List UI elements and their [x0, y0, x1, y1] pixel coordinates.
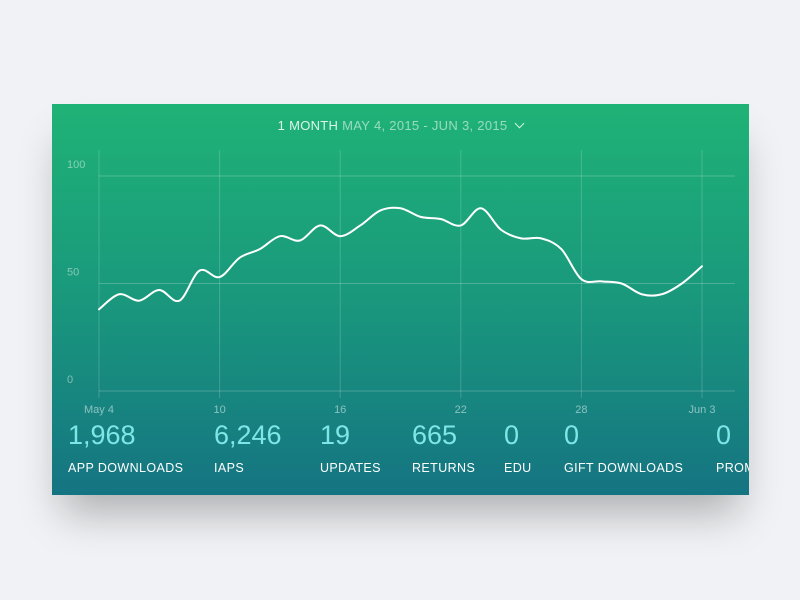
- x-tick-label: 10: [213, 404, 225, 416]
- stat-label: PROMO: [716, 461, 749, 475]
- stat-label: IAPS: [214, 461, 245, 475]
- x-tick-label: 22: [455, 404, 467, 416]
- stat-value: 665: [412, 420, 458, 450]
- x-tick-label: 28: [575, 404, 587, 416]
- stat-label: GIFT DOWNLOADS: [564, 461, 684, 475]
- x-tick-label: May 4: [84, 404, 114, 416]
- stat-returns[interactable]: 665 RETURNS: [412, 420, 476, 476]
- downloads-line-chart: 0 50 100 May 4 10 16 22 28 Jun 3: [67, 150, 735, 416]
- stat-edu[interactable]: 0 EDU: [504, 420, 532, 476]
- stat-app-downloads[interactable]: 1,968 APP DOWNLOADS: [68, 420, 184, 476]
- stat-label: UPDATES: [320, 461, 381, 475]
- stat-value: 0: [504, 420, 520, 450]
- stat-value: 0: [564, 420, 580, 450]
- stat-label: RETURNS: [412, 461, 476, 475]
- stat-label: EDU: [504, 461, 532, 475]
- stat-gift-downloads[interactable]: 0 GIFT DOWNLOADS: [564, 420, 684, 476]
- stat-promo[interactable]: 0 PROMO: [716, 420, 749, 476]
- date-range-selector[interactable]: 1 MONTH MAY 4, 2015 - JUN 3, 2015: [52, 118, 749, 133]
- stat-value: 1,968: [68, 420, 136, 450]
- stat-value: 6,246: [214, 420, 282, 450]
- y-tick-label: 0: [67, 374, 73, 386]
- period-label: 1 MONTH: [277, 118, 339, 133]
- series-line: [98, 206, 703, 311]
- stat-label: APP DOWNLOADS: [68, 461, 184, 475]
- x-tick-label: Jun 3: [689, 404, 716, 416]
- stat-updates[interactable]: 19 UPDATES: [320, 420, 381, 476]
- stat-value: 19: [320, 420, 351, 450]
- app-analytics-card: 1 MONTH MAY 4, 2015 - JUN 3, 2015 0 50 100…: [52, 104, 749, 495]
- stat-value: 0: [716, 420, 732, 450]
- y-tick-label: 100: [67, 159, 85, 171]
- stat-iaps[interactable]: 6,246 IAPS: [214, 420, 282, 476]
- date-range-label: MAY 4, 2015 - JUN 3, 2015: [342, 118, 508, 133]
- x-tick-label: 16: [334, 404, 346, 416]
- stats-bar: 1,968 APP DOWNLOADS 6,246 IAPS 19 UPDATES 665 R…: [52, 422, 749, 492]
- y-tick-label: 50: [67, 267, 79, 279]
